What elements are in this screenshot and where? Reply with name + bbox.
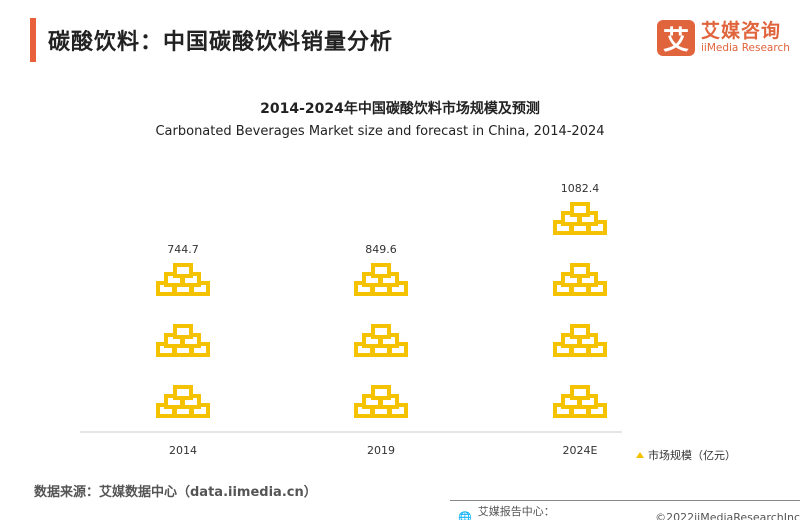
gold-bars-icon [354,263,408,296]
gold-bars-icon [156,324,210,357]
footer: 🌐 艾媒报告中心：report.iimedia.cn ©2022iiMediaR… [458,503,800,520]
gold-bars-icon [553,324,607,357]
x-tick-label: 2019 [367,444,395,457]
gold-bars-icon [553,202,607,235]
footer-divider [450,500,800,501]
data-label: 849.6 [365,243,397,256]
logo-cn: 艾媒咨询 [701,20,782,42]
source-note: 数据来源：艾媒数据中心（data.iimedia.cn） [34,485,317,500]
globe-icon: 🌐 [458,511,472,520]
legend-label: 市场规模（亿元） [648,449,736,462]
gold-bars-icon [354,385,408,418]
gold-bars-icon [354,324,408,357]
x-tick-label: 2024E [563,444,598,457]
chart-title: 2014-2024年中国碳酸饮料市场规模及预测 [260,101,540,117]
data-label: 1082.4 [561,182,600,195]
legend: 市场规模（亿元） [636,447,736,463]
legend-marker-icon [636,452,644,458]
chart-subtitle: Carbonated Beverages Market size and for… [155,124,605,139]
title-accent-bar [30,18,36,62]
logo-en: iiMedia Research [701,42,790,54]
data-label: 744.7 [167,243,199,256]
copyright: ©2022iiMediaResearchInc [655,511,800,520]
page-title: 碳酸饮料：中国碳酸饮料销量分析 [48,30,394,55]
logo: 艾 艾媒咨询 iiMedia Research [657,20,790,56]
gold-bars-icon [553,263,607,296]
gold-bars-icon [553,385,607,418]
gold-bars-icon [156,385,210,418]
x-tick-label: 2014 [169,444,197,457]
report-link[interactable]: 艾媒报告中心：report.iimedia.cn [477,505,572,520]
gold-bars-icon [156,263,210,296]
logo-mark: 艾 [657,20,695,56]
